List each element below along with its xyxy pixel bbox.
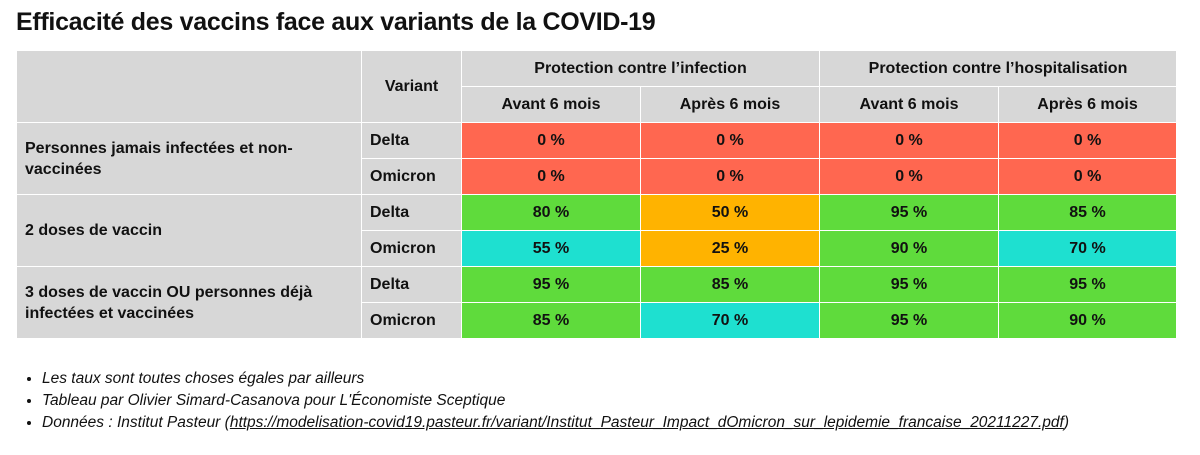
table-row: 2 doses de vaccin Delta 80 % 50 % 95 % 85 % [16, 194, 1178, 267]
vaccine-efficacy-table: Variant Protection contre l’infection Pr… [16, 50, 1178, 339]
table-row: 3 doses de vaccin OU personnes déjà infe… [16, 266, 1178, 339]
source-suffix: ) [1063, 414, 1070, 431]
group-never-infected-unvaccinated: Personnes jamais infectées et non-vaccin… [16, 122, 362, 195]
value-cell-hospitalisation-before-6-months: 0 % [819, 158, 999, 195]
header-hospitalisation-before-6-months: Avant 6 mois [819, 86, 999, 123]
value-cell-infection-after-6-months: 25 % [640, 230, 820, 267]
variant-omicron: Omicron [361, 230, 462, 267]
header-infection-after-6-months: Après 6 mois [640, 86, 820, 123]
note-ceteris-paribus: Les taux sont toutes choses égales par a… [42, 368, 1200, 390]
value-cell-infection-after-6-months: 85 % [640, 266, 820, 303]
table-row: Omicron 55 % 25 % 90 % 70 % [17, 230, 1178, 267]
value-cell-infection-before-6-months: 85 % [461, 302, 641, 339]
value-cell-hospitalisation-after-6-months: 0 % [997, 122, 1178, 159]
value-cell-infection-after-6-months: 50 % [640, 194, 820, 231]
header-hospitalisation-after-6-months: Après 6 mois [997, 86, 1178, 123]
value-cell-infection-before-6-months: 80 % [461, 194, 641, 231]
table-row: Omicron 85 % 70 % 95 % 90 % [17, 302, 1178, 339]
value-cell-infection-after-6-months: 0 % [640, 158, 820, 195]
source-prefix: Données : Institut Pasteur ( [42, 414, 230, 431]
note-author: Tableau par Olivier Simard-Casanova pour… [42, 390, 1200, 412]
note-source: Données : Institut Pasteur (https://mode… [42, 412, 1200, 434]
variant-delta: Delta [361, 194, 462, 231]
variant-delta: Delta [361, 122, 462, 159]
value-cell-infection-before-6-months: 55 % [461, 230, 641, 267]
value-cell-infection-after-6-months: 0 % [640, 122, 820, 159]
value-cell-hospitalisation-after-6-months: 70 % [997, 230, 1178, 267]
value-cell-hospitalisation-after-6-months: 95 % [997, 266, 1178, 303]
header-corner [16, 50, 362, 123]
value-cell-infection-before-6-months: 95 % [461, 266, 641, 303]
table-row: Omicron 0 % 0 % 0 % 0 % [17, 158, 1178, 195]
header-row-periods: Avant 6 mois Après 6 mois Avant 6 mois A… [17, 86, 1178, 123]
value-cell-hospitalisation-before-6-months: 95 % [819, 266, 999, 303]
group-three-doses-or-infected-vaccinated: 3 doses de vaccin OU personnes déjà infe… [16, 266, 362, 339]
value-cell-hospitalisation-after-6-months: 90 % [997, 302, 1178, 339]
page-title: Efficacité des vaccins face aux variants… [16, 8, 656, 36]
header-variant: Variant [361, 50, 462, 123]
value-cell-infection-before-6-months: 0 % [461, 122, 641, 159]
source-link[interactable]: https://modelisation-covid19.pasteur.fr/… [229, 414, 1064, 431]
group-two-doses: 2 doses de vaccin [16, 194, 362, 267]
header-infection-before-6-months: Avant 6 mois [461, 86, 641, 123]
value-cell-hospitalisation-before-6-months: 90 % [819, 230, 999, 267]
variant-delta: Delta [361, 266, 462, 303]
notes-list: Les taux sont toutes choses égales par a… [16, 368, 1200, 434]
value-cell-infection-after-6-months: 70 % [640, 302, 820, 339]
variant-omicron: Omicron [361, 158, 462, 195]
header-row-groups: Variant Protection contre l’infection Pr… [16, 50, 1178, 123]
value-cell-hospitalisation-before-6-months: 0 % [819, 122, 999, 159]
value-cell-hospitalisation-after-6-months: 85 % [997, 194, 1178, 231]
value-cell-hospitalisation-before-6-months: 95 % [819, 194, 999, 231]
value-cell-infection-before-6-months: 0 % [461, 158, 641, 195]
value-cell-hospitalisation-before-6-months: 95 % [819, 302, 999, 339]
header-protection-infection: Protection contre l’infection [461, 50, 820, 87]
variant-omicron: Omicron [361, 302, 462, 339]
table-row: Personnes jamais infectées et non-vaccin… [16, 122, 1178, 195]
value-cell-hospitalisation-after-6-months: 0 % [997, 158, 1178, 195]
header-protection-hospitalisation: Protection contre l’hospitalisation [818, 50, 1178, 87]
